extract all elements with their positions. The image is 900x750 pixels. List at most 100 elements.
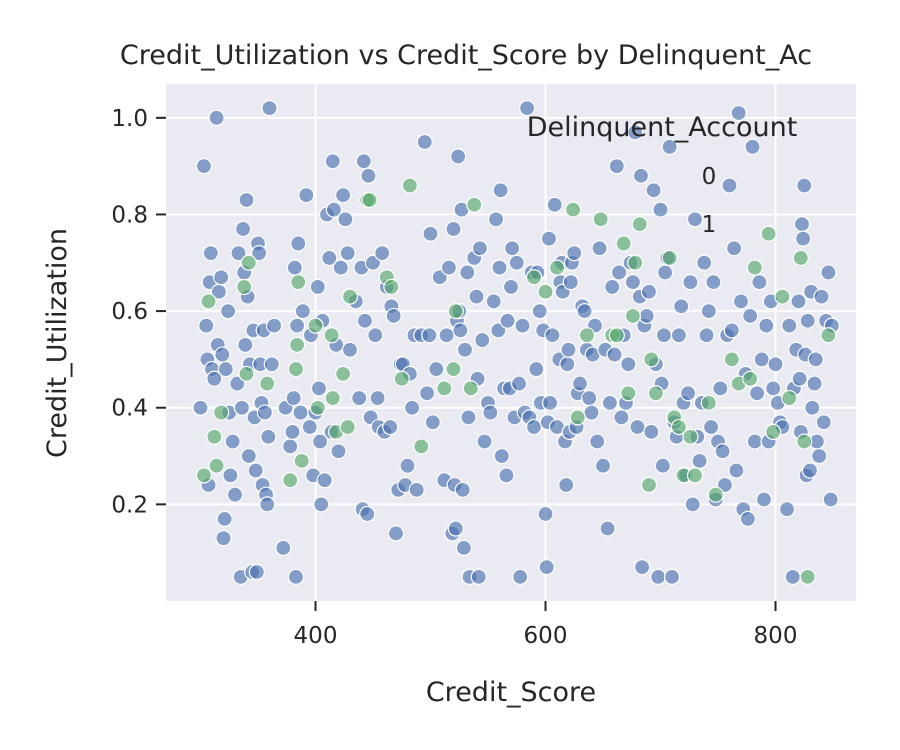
- data-point-series-1: [401, 177, 418, 194]
- data-point-series-0: [560, 341, 577, 358]
- data-point-series-0: [367, 327, 384, 344]
- data-point-series-0: [195, 158, 213, 175]
- data-point-series-0: [284, 423, 301, 440]
- data-point-series-1: [383, 278, 400, 296]
- data-point-series-0: [807, 351, 824, 368]
- data-point-series-0: [256, 404, 273, 421]
- data-point-series-0: [493, 447, 510, 465]
- data-point-series-0: [332, 259, 349, 276]
- data-point-series-0: [518, 100, 536, 117]
- data-point-series-1: [537, 283, 554, 300]
- data-point-series-0: [247, 462, 264, 479]
- data-point-series-0: [723, 322, 740, 339]
- data-point-series-0: [604, 278, 621, 296]
- data-point-series-0: [739, 510, 757, 527]
- data-point-series-1: [564, 201, 582, 218]
- data-point-series-0: [650, 568, 667, 585]
- data-point-series-1: [799, 568, 816, 585]
- data-point-series-0: [456, 341, 474, 358]
- data-point-series-0: [629, 418, 646, 436]
- data-point-series-0: [450, 148, 467, 165]
- data-point-series-0: [742, 307, 759, 325]
- data-point-series-0: [238, 191, 255, 209]
- x-axis-label: Credit_Score: [426, 677, 596, 708]
- data-point-series-0: [613, 409, 630, 426]
- data-point-series-1: [259, 375, 276, 392]
- data-point-series-0: [440, 259, 457, 276]
- data-point-series-1: [393, 370, 410, 387]
- data-point-series-0: [627, 124, 644, 141]
- data-point-series-0: [399, 457, 416, 474]
- data-point-series-0: [767, 356, 784, 373]
- data-point-series-0: [633, 559, 651, 576]
- data-point-series-0: [321, 249, 338, 267]
- data-point-series-0: [632, 167, 650, 184]
- data-point-series-1: [208, 457, 225, 474]
- data-point-series-0: [700, 302, 717, 320]
- data-point-series-1: [289, 336, 306, 354]
- data-point-series-1: [746, 259, 763, 276]
- data-point-series-1: [462, 380, 479, 397]
- data-point-series-0: [290, 235, 307, 252]
- data-point-series-0: [286, 259, 303, 276]
- data-point-series-0: [330, 443, 347, 460]
- data-point-series-1: [624, 307, 642, 325]
- data-point-series-0: [234, 220, 252, 238]
- data-point-series-1: [213, 404, 230, 421]
- data-point-series-1: [238, 365, 255, 383]
- data-point-series-0: [620, 356, 637, 373]
- data-point-series-0: [696, 254, 713, 271]
- data-point-series-0: [583, 404, 600, 421]
- data-point-series-0: [512, 568, 529, 585]
- data-point-series-1: [445, 360, 462, 378]
- data-point-series-0: [325, 201, 342, 218]
- data-point-series-0: [468, 288, 485, 305]
- data-point-series-1: [324, 389, 341, 407]
- data-point-series-0: [801, 462, 819, 479]
- data-point-series-0: [510, 375, 528, 392]
- data-point-series-0: [335, 187, 352, 204]
- data-point-series-1: [592, 211, 609, 228]
- data-point-series-0: [248, 563, 265, 581]
- data-point-series-0: [566, 245, 583, 262]
- data-point-series-1: [760, 225, 777, 242]
- data-point-series-1: [640, 476, 658, 494]
- data-point-series-1: [569, 409, 586, 426]
- data-point-series-0: [259, 496, 276, 513]
- data-point-series-0: [438, 327, 455, 344]
- data-point-series-0: [684, 496, 701, 513]
- data-point-series-0: [540, 230, 558, 247]
- data-point-series-0: [663, 568, 681, 585]
- data-point-series-0: [558, 476, 575, 494]
- data-point-series-0: [341, 341, 359, 358]
- data-point-series-0: [698, 327, 715, 344]
- data-point-series-0: [310, 380, 328, 397]
- data-point-series-0: [790, 293, 807, 310]
- data-point-series-0: [806, 375, 823, 392]
- data-point-series-1: [323, 327, 340, 344]
- data-point-series-1: [525, 269, 543, 286]
- data-point-series-0: [214, 346, 231, 363]
- data-point-series-0: [408, 481, 425, 498]
- data-point-series-1: [413, 438, 430, 455]
- data-point-series-0: [686, 211, 704, 228]
- data-point-series-0: [476, 433, 493, 450]
- data-point-series-0: [514, 317, 531, 334]
- data-point-series-0: [217, 360, 234, 378]
- data-point-series-1: [206, 428, 223, 445]
- data-point-series-0: [794, 230, 812, 247]
- data-point-series-0: [424, 414, 441, 431]
- data-point-series-0: [499, 312, 516, 329]
- data-point-series-1: [792, 249, 809, 267]
- data-point-series-0: [447, 520, 464, 537]
- data-point-series-0: [714, 443, 731, 460]
- data-point-series-1: [627, 254, 644, 271]
- data-point-series-0: [682, 274, 699, 291]
- data-point-series-0: [324, 153, 341, 170]
- data-point-series-0: [263, 356, 280, 373]
- data-point-series-0: [725, 240, 743, 257]
- data-point-series-0: [538, 559, 555, 576]
- data-point-series-0: [815, 414, 832, 431]
- data-point-series-1: [236, 278, 253, 296]
